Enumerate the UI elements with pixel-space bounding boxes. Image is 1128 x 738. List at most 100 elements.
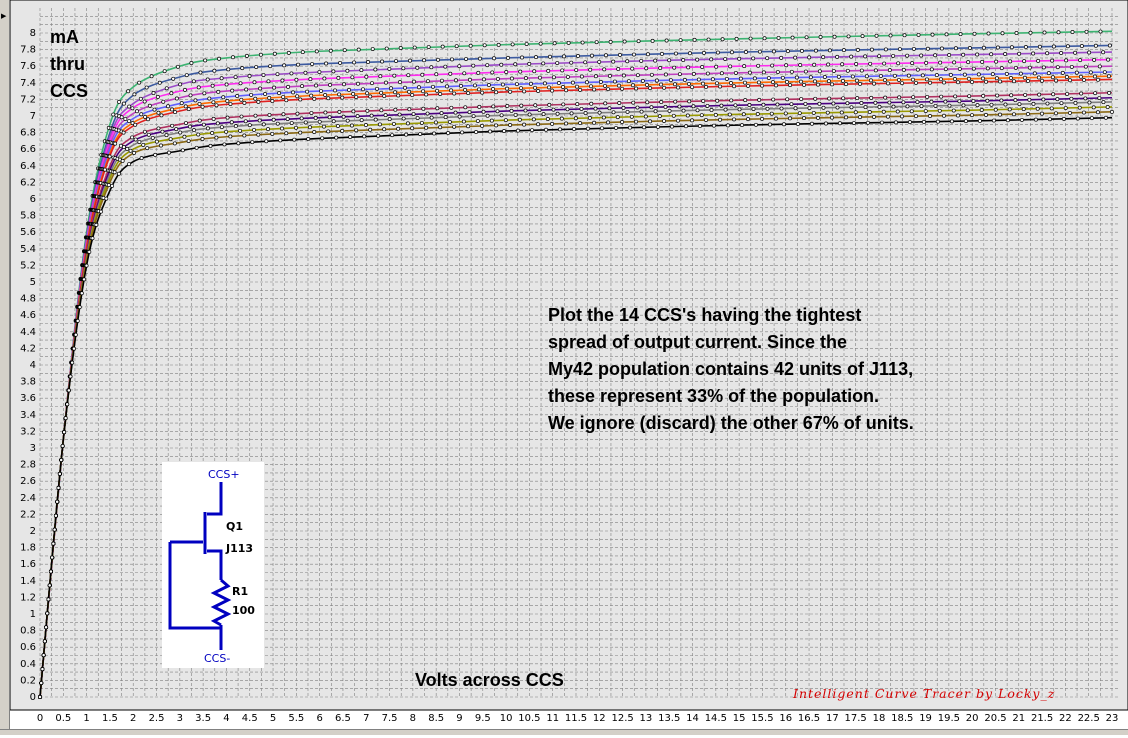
series-point	[592, 87, 597, 92]
series-point	[835, 54, 840, 59]
series-point	[130, 121, 135, 126]
series-point	[891, 53, 896, 58]
series-point	[901, 100, 906, 105]
series-point	[239, 97, 244, 102]
series-point	[799, 97, 804, 101]
series-point	[900, 114, 904, 119]
series-point	[390, 133, 395, 138]
series-point	[264, 139, 269, 144]
series-point	[453, 110, 458, 115]
series-point	[1022, 75, 1027, 80]
series-point	[663, 104, 668, 109]
series-point	[1079, 44, 1084, 48]
series-point	[914, 80, 918, 85]
series-point	[461, 119, 466, 124]
y-tick-label: 6.2	[20, 177, 36, 188]
series-point	[615, 115, 620, 120]
series-point	[217, 56, 222, 61]
series-point	[431, 84, 435, 89]
series-point	[1093, 43, 1098, 48]
series-point	[157, 80, 162, 85]
series-point	[284, 98, 289, 103]
series-point	[454, 44, 459, 49]
series-point	[930, 32, 935, 37]
x-tick-label: 10.5	[518, 713, 540, 724]
series-point	[594, 40, 599, 45]
series-point	[802, 116, 806, 121]
series-point	[985, 66, 990, 71]
x-tick-label: 7.5	[382, 713, 398, 724]
series-point	[433, 120, 438, 125]
series-point	[1073, 50, 1078, 55]
series-point	[1028, 30, 1033, 35]
series-point	[57, 471, 62, 476]
series-point	[1102, 70, 1107, 75]
series-point	[677, 72, 682, 77]
series-point	[756, 63, 761, 68]
series-point	[412, 79, 416, 84]
series-point	[565, 74, 570, 79]
x-tick-label: 16	[779, 713, 792, 724]
series-point	[233, 75, 238, 79]
x-tick-label: 0.5	[55, 713, 71, 724]
series-point	[107, 154, 112, 159]
series-point	[995, 93, 1000, 98]
series-point	[514, 82, 519, 87]
series-point	[475, 119, 480, 123]
series-point	[569, 60, 574, 65]
series-point	[491, 104, 496, 109]
series-point	[110, 183, 115, 188]
series-point	[281, 112, 286, 117]
series-point	[326, 129, 331, 134]
status-bar	[0, 729, 1128, 735]
series-point	[239, 114, 244, 119]
series-point	[196, 85, 201, 90]
series-point	[681, 58, 686, 62]
series-point	[732, 84, 737, 89]
series-point	[544, 127, 548, 132]
series-point	[142, 99, 147, 104]
series-point	[622, 39, 627, 44]
series-point	[151, 90, 156, 95]
expand-arrow-icon[interactable]: ▶	[1, 12, 7, 20]
series-point	[614, 125, 618, 130]
y-tick-label: 4	[30, 360, 36, 371]
series-point	[440, 78, 444, 83]
series-point	[1106, 74, 1111, 79]
series-point	[803, 69, 808, 74]
series-point	[684, 124, 688, 129]
series-point	[1003, 52, 1008, 56]
series-point	[635, 105, 640, 110]
series-point	[642, 125, 646, 130]
series-point	[480, 90, 485, 95]
series-point	[790, 35, 795, 40]
series-point	[314, 83, 319, 88]
series-point	[1049, 106, 1054, 111]
series-point	[225, 99, 230, 103]
left-scroll-strip[interactable]: ▶	[0, 0, 10, 734]
series-point	[560, 68, 565, 73]
series-point	[412, 45, 417, 50]
series-point	[863, 105, 868, 110]
series-point	[188, 124, 192, 129]
x-tick-label: 20	[966, 713, 979, 724]
series-point	[1050, 75, 1055, 80]
series-point	[145, 146, 150, 151]
series-point	[365, 91, 370, 96]
series-point	[849, 54, 854, 59]
series-point	[468, 43, 473, 48]
series-point	[127, 162, 132, 167]
series-point	[942, 113, 946, 118]
series-point	[698, 124, 702, 128]
series-point	[527, 61, 532, 66]
series-point	[224, 129, 229, 134]
series-point	[869, 47, 874, 52]
series-point	[998, 112, 1002, 117]
x-tick-label: 2.5	[149, 713, 165, 724]
series-point	[137, 80, 142, 85]
series-point	[663, 72, 668, 77]
series-point	[924, 60, 929, 65]
series-point	[562, 54, 566, 59]
series-point	[606, 87, 611, 92]
series-point	[77, 305, 82, 310]
